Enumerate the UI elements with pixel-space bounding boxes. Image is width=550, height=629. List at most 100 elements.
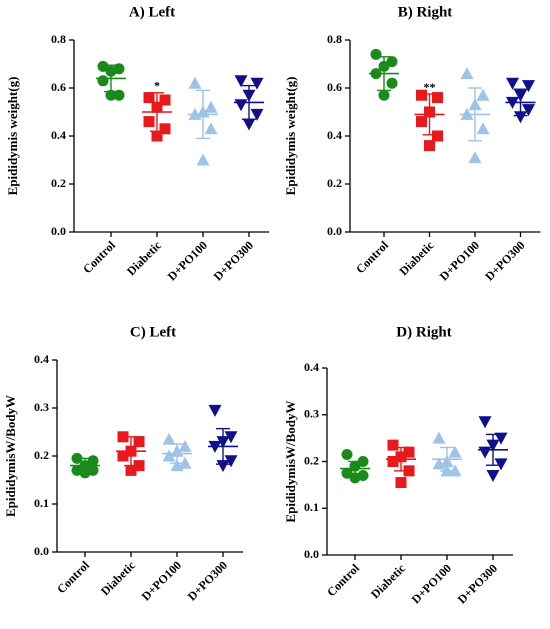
point (234, 99, 248, 112)
y-tick-label: 0.0 (327, 224, 342, 238)
y-axis-label: Epididymis weight(g) (283, 77, 298, 196)
x-tick-label: D+PO100 (409, 561, 454, 606)
point (416, 89, 427, 101)
y-axis-label: Epididymis weight(g) (5, 77, 20, 196)
chart-title: D) Right (396, 324, 451, 340)
x-tick-label: D+PO300 (211, 238, 256, 283)
x-tick-label: D+PO300 (185, 558, 230, 603)
x-tick-label: Diabetic (98, 558, 139, 599)
point (250, 77, 264, 90)
y-tick-label: 0.4 (34, 352, 49, 366)
x-tick-label: D+PO300 (482, 238, 527, 283)
y-tick-label: 0.2 (304, 453, 319, 467)
point (97, 60, 109, 72)
significance: ** (424, 80, 436, 94)
point (432, 130, 443, 142)
y-tick-label: 0.4 (51, 128, 66, 142)
y-tick-label: 0.0 (51, 224, 66, 238)
point (143, 116, 155, 128)
point (476, 88, 490, 101)
point (432, 431, 446, 444)
point (468, 151, 482, 164)
point (234, 75, 248, 88)
point (159, 123, 171, 135)
point (196, 153, 210, 166)
y-tick-label: 0.2 (34, 448, 49, 462)
point (204, 100, 218, 113)
point (486, 470, 500, 483)
sd-bar (78, 457, 92, 474)
point (476, 122, 490, 135)
x-tick-label: D+PO100 (139, 558, 184, 603)
point (178, 456, 192, 469)
point (522, 80, 535, 93)
x-tick-label: Diabetic (397, 238, 438, 279)
point (71, 452, 83, 464)
sd-bar (486, 433, 500, 466)
point (416, 116, 427, 128)
point (242, 118, 256, 131)
point (386, 56, 398, 68)
y-tick-label: 0.6 (327, 80, 342, 94)
x-tick-label: D+PO300 (455, 561, 500, 606)
y-tick-label: 0.2 (51, 176, 66, 190)
point (460, 67, 474, 80)
point (424, 140, 435, 152)
x-tick-label: Control (324, 561, 362, 599)
sd-bar (422, 93, 437, 136)
x-tick-label: Control (353, 238, 391, 276)
point (494, 432, 508, 445)
point (478, 446, 492, 459)
point (341, 448, 353, 460)
x-tick-label: D+PO100 (437, 238, 482, 283)
point (448, 445, 462, 458)
point (117, 450, 129, 462)
point (159, 94, 171, 106)
point (117, 431, 129, 443)
point (387, 456, 399, 467)
y-tick-label: 0.3 (304, 407, 319, 421)
sd-bar (513, 88, 528, 117)
point (143, 92, 155, 104)
sd-bar (468, 87, 482, 142)
point (188, 76, 202, 89)
x-tick-label: Control (80, 238, 118, 276)
x-tick-label: Diabetic (368, 561, 409, 602)
point (403, 465, 415, 477)
y-tick-label: 0.2 (327, 176, 342, 190)
point (378, 89, 390, 101)
point (224, 431, 238, 444)
point (105, 89, 117, 101)
point (133, 436, 145, 448)
point (162, 432, 176, 445)
point (97, 75, 109, 87)
sd-bar (377, 56, 391, 92)
y-tick-label: 0.1 (304, 500, 319, 514)
point (113, 89, 125, 101)
sd-bar (348, 460, 362, 477)
y-tick-label: 0.4 (304, 360, 319, 374)
sd-bar (196, 89, 210, 140)
point (478, 416, 492, 429)
y-axis-label: EpididymisW/BodyW (283, 400, 298, 522)
significance: * (154, 79, 160, 93)
y-tick-label: 0.3 (34, 400, 49, 414)
x-tick-label: D+PO100 (165, 238, 210, 283)
point (224, 455, 238, 468)
y-tick-label: 0.0 (34, 544, 49, 558)
point (125, 464, 137, 476)
y-tick-label: 0.4 (327, 128, 342, 142)
point (403, 446, 415, 458)
chart-title: B) Right (398, 4, 453, 20)
point (395, 477, 407, 489)
point (370, 48, 382, 60)
x-tick-label: Control (54, 558, 92, 596)
y-tick-label: 0.0 (304, 547, 319, 561)
x-tick-label: Diabetic (124, 238, 165, 279)
sd-bar (394, 446, 408, 472)
point (432, 457, 446, 470)
point (151, 130, 163, 142)
sd-bar (170, 443, 184, 464)
y-axis-label: EpididymisW/BodyW (3, 395, 18, 517)
point (170, 459, 184, 472)
